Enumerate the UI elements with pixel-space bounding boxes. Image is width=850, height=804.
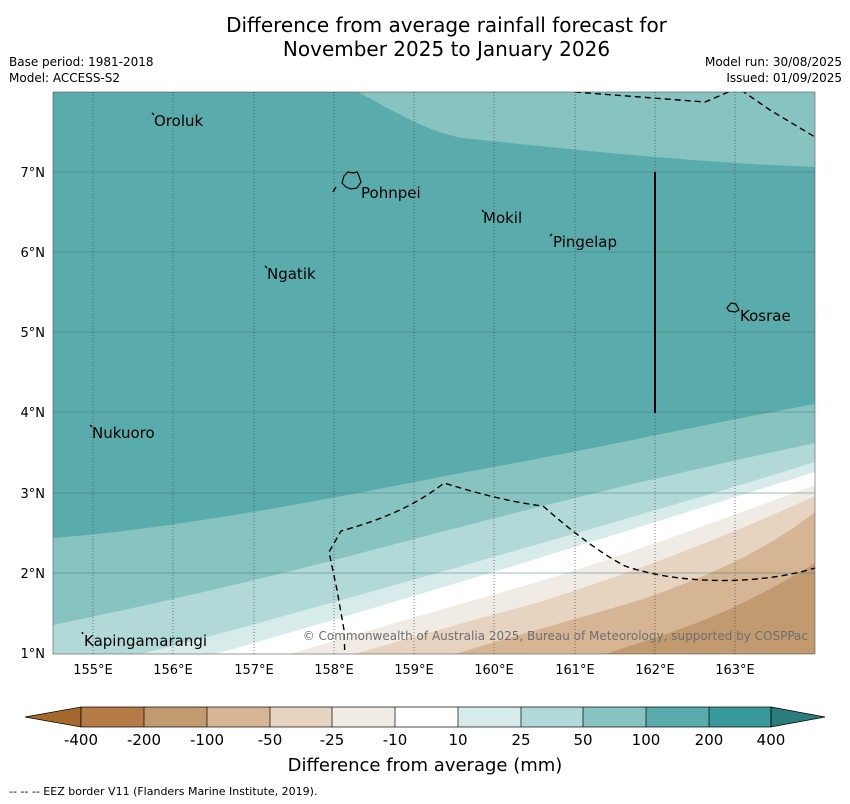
colorbar-swatch [646,707,709,727]
place-label-oroluk: Oroluk [154,112,203,130]
colorbar-label: 50 [573,731,592,749]
colorbar-swatch [144,707,207,727]
colorbar-swatch [458,707,521,727]
y-tick-label: 7°N [21,166,46,181]
x-tick-label: 158°E [314,663,354,678]
x-tick-label: 160°E [474,663,514,678]
colorbar-swatch [521,707,583,727]
colorbar-high-extension [770,706,826,728]
colorbar-label: 25 [511,731,530,749]
y-tick-label: 1°N [21,647,46,662]
colorbar-label: 400 [757,731,786,749]
place-label-kapingamarangi: Kapingamarangi [84,632,207,650]
colorbar-low-extension [24,706,82,728]
place-label-pingelap: Pingelap [553,233,617,251]
x-tick-label: 162°E [635,663,675,678]
map-title-line1: Difference from average rainfall forecas… [226,13,667,37]
map-frame [52,91,816,655]
colorbar-label: -25 [320,731,345,749]
y-tick-label: 4°N [21,406,46,421]
meta-left: Base period: 1981-2018 Model: ACCESS-S2 [9,54,154,86]
place-label-pohnpei: Pohnpei [361,184,421,202]
x-tick-label: 156°E [153,663,193,678]
colorbar-label: -100 [190,731,224,749]
issued-text: Issued: 01/09/2025 [726,71,842,85]
nukuoro-marker [89,424,93,428]
y-tick-label: 3°N [21,487,46,502]
x-tick-label: 155°E [73,663,113,678]
colorbar-swatch [709,707,771,727]
band-50-100-north [358,92,815,167]
place-label-ngatik: Ngatik [267,265,316,283]
colorbar-label: -200 [127,731,161,749]
y-tick-label: 2°N [21,567,46,582]
pohnpei-island-outline [341,171,362,190]
colorbar-label: -50 [258,731,283,749]
model-text: Model: ACCESS-S2 [9,71,121,85]
place-label-nukuoro: Nukuoro [92,424,155,442]
colorbar: -400 -200 -100 -50 -25 -10 10 25 50 100 … [24,706,826,749]
colorbar-label: -400 [64,731,98,749]
colorbar-title: Difference from average (mm) [287,755,563,776]
oroluk-marker [151,112,155,116]
kosrae-island-outline [726,302,740,313]
colorbar-swatch [81,707,144,727]
x-tick-label: 163°E [715,663,755,678]
place-label-kosrae: Kosrae [740,307,791,325]
latitude-lines [53,171,815,574]
rainfall-anomaly-map [53,92,815,654]
base-period-text: Base period: 1981-2018 [9,55,154,69]
x-tick-label: 157°E [234,663,274,678]
copyright-notice: © Commonwealth of Australia 2025, Bureau… [303,629,808,643]
pingelap-marker [549,233,553,237]
map-title-line2: November 2025 to January 2026 [282,37,611,61]
eez-legend-note: -- -- -- EEZ border V11 (Flanders Marine… [9,785,318,798]
y-axis-ticks: 7°N 6°N 5°N 4°N 3°N 2°N 1°N [21,166,46,662]
band-minus200-minus100 [605,563,815,654]
x-axis-ticks: 155°E 156°E 157°E 158°E 159°E 160°E 161°… [73,663,755,678]
x-tick-label: 159°E [394,663,434,678]
colorbar-swatch [270,707,332,727]
mokil-marker [481,209,485,213]
colorbar-swatch [395,707,458,727]
colorbar-label: 10 [448,731,467,749]
colorbar-label: 100 [632,731,661,749]
map-title: Difference from average rainfall forecas… [0,13,850,61]
eez-border [328,92,815,654]
colorbar-swatch [583,707,646,727]
colorbar-label: -10 [383,731,408,749]
y-tick-label: 5°N [21,326,46,341]
y-tick-label: 6°N [21,246,46,261]
place-labels: Oroluk Pohnpei Mokil Pingelap Ngatik Kos… [81,112,791,650]
colorbar-frame [80,706,772,728]
ngatik-marker [264,265,268,269]
place-label-mokil: Mokil [483,209,522,227]
colorbar-swatch [332,707,395,727]
meta-right: Model run: 30/08/2025 Issued: 01/09/2025 [705,54,842,86]
x-tick-label: 161°E [555,663,595,678]
model-run-text: Model run: 30/08/2025 [704,55,842,69]
kapingamarangi-marker [81,631,84,635]
colorbar-label: 200 [695,731,724,749]
colorbar-swatch [207,707,270,727]
